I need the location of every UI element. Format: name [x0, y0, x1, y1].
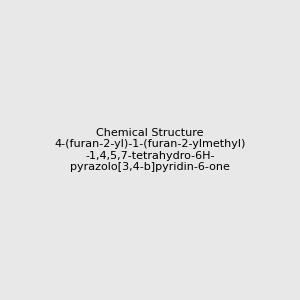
Text: Chemical Structure
4-(furan-2-yl)-1-(furan-2-ylmethyl)
-1,4,5,7-tetrahydro-6H-
p: Chemical Structure 4-(furan-2-yl)-1-(fur… [54, 128, 246, 172]
